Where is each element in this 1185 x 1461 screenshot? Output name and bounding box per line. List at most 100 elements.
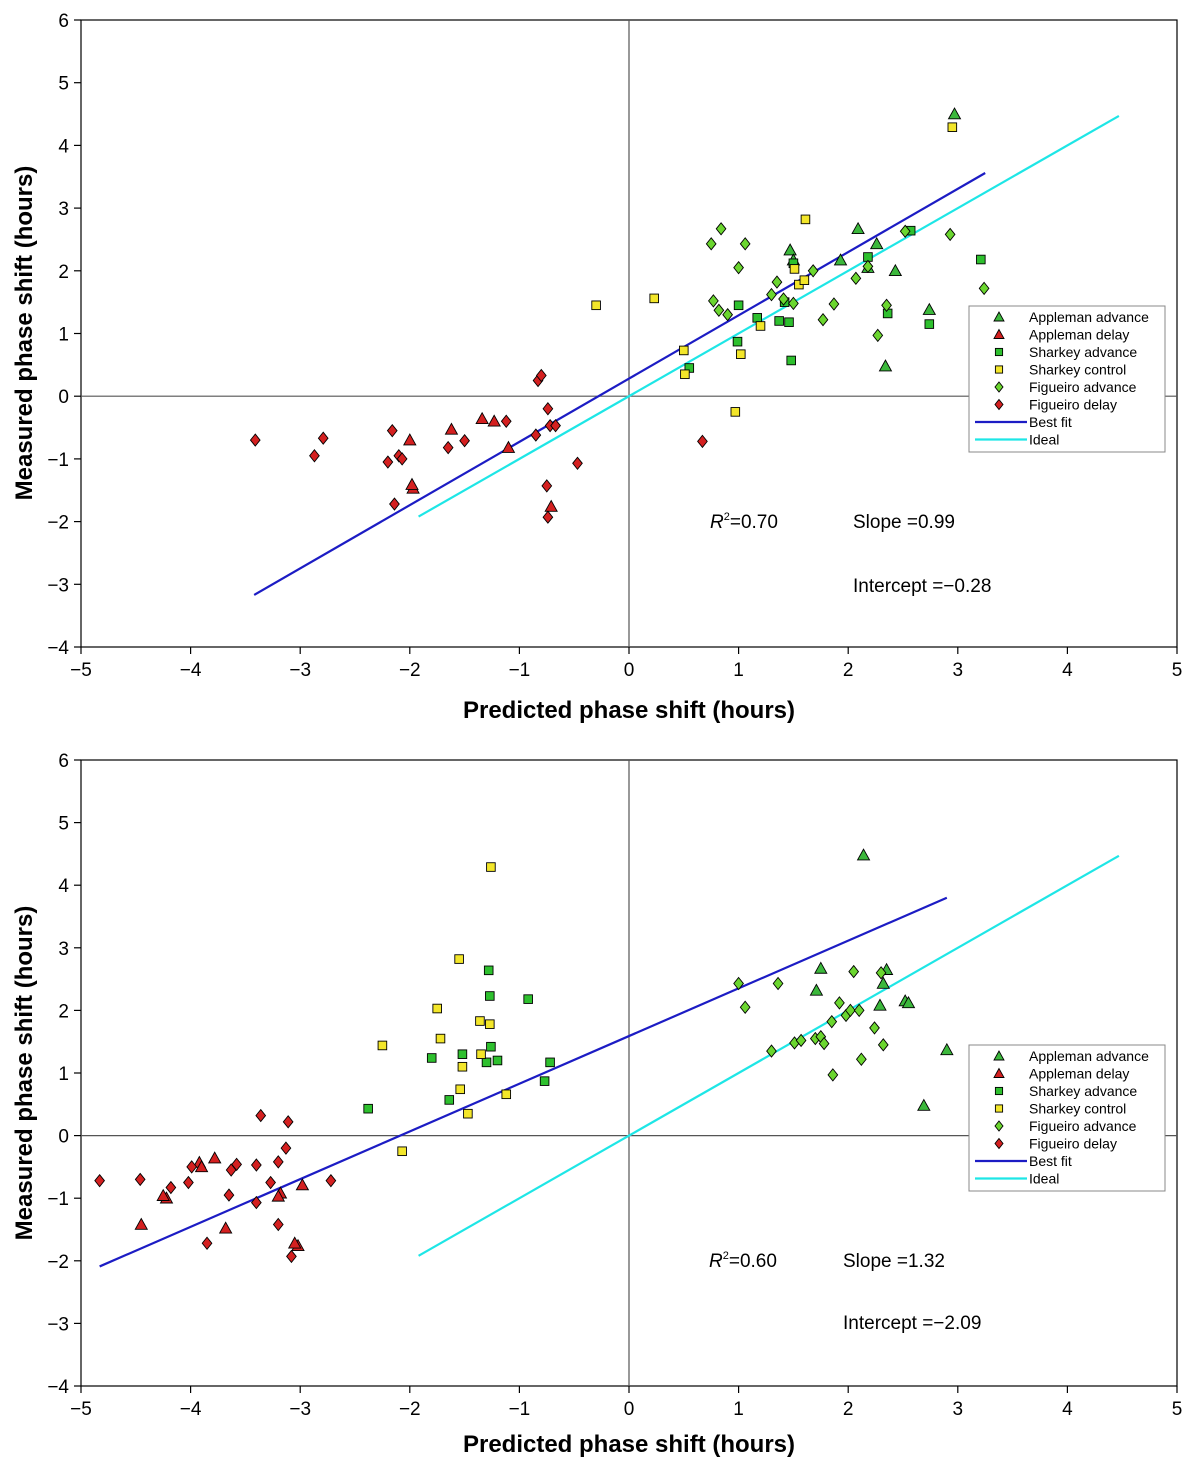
figueiro-delay-point bbox=[223, 1188, 235, 1202]
x-tick-label: −3 bbox=[289, 1399, 311, 1420]
figueiro-delay-point bbox=[530, 428, 542, 442]
appleman-delay-point bbox=[271, 1189, 286, 1202]
best-fit-line bbox=[99, 896, 948, 1268]
x-tick-label: 0 bbox=[624, 660, 635, 681]
figueiro-advance-point bbox=[739, 1000, 751, 1014]
y-tick-label: 1 bbox=[58, 1064, 69, 1085]
figueiro-advance-point bbox=[778, 292, 789, 306]
slope-label: Slope =1.32 bbox=[843, 1251, 945, 1272]
appleman-delay-point bbox=[218, 1221, 233, 1234]
figueiro-delay-point bbox=[309, 449, 320, 463]
markers bbox=[249, 107, 990, 524]
x-tick-label: −1 bbox=[509, 1399, 531, 1420]
sharkey-control-point bbox=[649, 293, 659, 304]
sharkey-advance-point bbox=[539, 1076, 550, 1086]
y-axis-title: Measured phase shift (hours) bbox=[11, 166, 38, 501]
sharkey-control-point bbox=[730, 407, 741, 417]
figueiro-advance-legend-marker bbox=[994, 1120, 1004, 1132]
figueiro-advance-point bbox=[869, 1021, 880, 1035]
ideal-line bbox=[418, 854, 1120, 1257]
appleman-advance-point bbox=[809, 983, 824, 996]
sharkey-control-point bbox=[432, 1003, 442, 1014]
figueiro-advance-point bbox=[739, 237, 751, 251]
figueiro-delay-point bbox=[272, 1155, 284, 1169]
figueiro-delay-legend-marker bbox=[994, 398, 1004, 411]
sharkey-advance-point bbox=[784, 317, 794, 327]
legend-label: Sharkey advance bbox=[1029, 344, 1137, 360]
r2-label: R2=0.70 bbox=[710, 511, 778, 533]
appleman-delay-point bbox=[156, 1188, 170, 1201]
appleman-advance-point bbox=[947, 107, 962, 120]
figueiro-advance-point bbox=[705, 237, 717, 251]
legend-label: Figueiro advance bbox=[1029, 1118, 1137, 1134]
appleman-delay-point bbox=[207, 1151, 222, 1164]
figueiro-delay-point bbox=[386, 423, 398, 438]
appleman-advance-point bbox=[856, 848, 871, 861]
appleman-advance-point bbox=[940, 1042, 954, 1056]
figueiro-delay-point bbox=[535, 368, 547, 383]
sharkey-control-point bbox=[454, 954, 464, 964]
figueiro-delay-point bbox=[389, 497, 400, 511]
sharkey-control-point bbox=[736, 349, 746, 359]
x-tick-label: 0 bbox=[624, 1399, 635, 1420]
sharkey-control-point bbox=[485, 1019, 495, 1029]
legend-label: Appleman advance bbox=[1029, 309, 1149, 325]
x-tick-label: 3 bbox=[953, 660, 964, 681]
sharkey-advance-legend-marker bbox=[994, 347, 1004, 357]
figueiro-advance-point bbox=[733, 976, 744, 991]
y-tick-label: 2 bbox=[58, 1001, 69, 1022]
appleman-delay-point bbox=[501, 440, 516, 453]
sharkey-advance-point bbox=[545, 1057, 555, 1068]
sharkey-control-point bbox=[679, 345, 689, 356]
sharkey-advance-point bbox=[457, 1049, 468, 1059]
x-tick-label: −3 bbox=[289, 660, 311, 681]
appleman-advance-point bbox=[851, 221, 865, 235]
sharkey-advance-point bbox=[481, 1057, 492, 1068]
y-tick-label: 0 bbox=[58, 1127, 69, 1148]
figueiro-delay-point bbox=[550, 418, 561, 433]
sharkey-advance-point bbox=[485, 991, 495, 1001]
figueiro-advance-point bbox=[722, 307, 734, 322]
appleman-advance-point bbox=[901, 995, 916, 1009]
fit-lines bbox=[99, 854, 1120, 1268]
figueiro-advance-point bbox=[978, 281, 990, 296]
sharkey-control-point bbox=[457, 1061, 468, 1072]
figueiro-advance-point bbox=[766, 1044, 777, 1058]
legend-label: Best fit bbox=[1029, 414, 1072, 430]
y-tick-label: −4 bbox=[47, 638, 69, 659]
figueiro-advance-point bbox=[862, 259, 874, 274]
appleman-advance-point bbox=[917, 1098, 931, 1111]
figueiro-advance-point bbox=[827, 1068, 839, 1082]
figueiro-delay-point bbox=[165, 1180, 177, 1195]
y-tick-label: 5 bbox=[58, 74, 69, 95]
x-tick-label: −2 bbox=[399, 1399, 421, 1420]
figueiro-delay-point bbox=[249, 433, 261, 447]
x-tick-label: 1 bbox=[733, 660, 744, 681]
y-tick-label: 6 bbox=[58, 751, 69, 772]
legend-label: Figueiro delay bbox=[1029, 397, 1117, 413]
x-tick-label: −2 bbox=[399, 660, 421, 681]
appleman-delay-point bbox=[295, 1178, 310, 1191]
figueiro-advance-point bbox=[855, 1052, 867, 1066]
sharkey-advance-point bbox=[976, 254, 986, 265]
figueiro-delay-point bbox=[250, 1195, 262, 1210]
sharkey-control-point bbox=[486, 862, 496, 872]
appleman-delay-point bbox=[287, 1236, 302, 1249]
figueiro-advance-point bbox=[766, 287, 777, 302]
legend-label: Figueiro advance bbox=[1029, 379, 1137, 395]
figueiro-advance-point bbox=[848, 964, 860, 979]
figueiro-advance-point bbox=[875, 966, 887, 980]
figueiro-delay-point bbox=[542, 402, 554, 416]
y-tick-label: −2 bbox=[47, 1252, 69, 1273]
figueiro-delay-point bbox=[286, 1249, 297, 1264]
sharkey-advance-legend-marker bbox=[994, 1086, 1004, 1096]
figueiro-advance-point bbox=[877, 1038, 889, 1052]
appleman-delay-point bbox=[487, 414, 501, 427]
sharkey-control-point bbox=[800, 214, 811, 225]
legend-label: Ideal bbox=[1029, 1171, 1059, 1187]
figueiro-delay-point bbox=[442, 440, 454, 455]
figueiro-delay-point bbox=[280, 1141, 292, 1155]
